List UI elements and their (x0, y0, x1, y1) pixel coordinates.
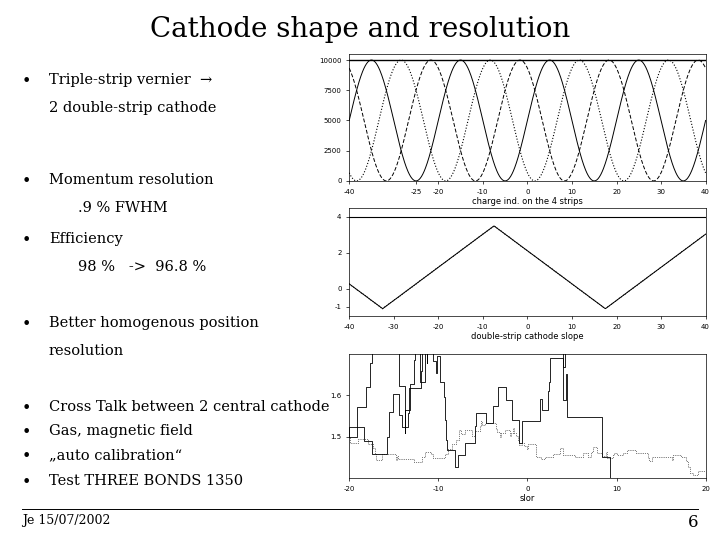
Text: •: • (22, 448, 31, 465)
Text: •: • (22, 400, 31, 416)
Text: „auto calibration“: „auto calibration“ (49, 448, 182, 462)
Text: Efficiency: Efficiency (49, 232, 122, 246)
Text: .9 % FWHM: .9 % FWHM (78, 201, 167, 215)
Text: Momentum resolution: Momentum resolution (49, 173, 214, 187)
Text: Triple-strip vernier  →: Triple-strip vernier → (49, 73, 212, 87)
Text: 2 double-strip cathode: 2 double-strip cathode (49, 101, 216, 115)
Text: •: • (22, 73, 31, 90)
Text: Cross Talk between 2 central cathode: Cross Talk between 2 central cathode (49, 400, 330, 414)
Text: resolution: resolution (49, 344, 125, 358)
Text: Cathode shape and resolution: Cathode shape and resolution (150, 16, 570, 43)
Text: •: • (22, 424, 31, 441)
Text: Gas, magnetic field: Gas, magnetic field (49, 424, 193, 438)
Text: Je 15/07/2002: Je 15/07/2002 (22, 514, 110, 527)
Text: •: • (22, 316, 31, 333)
Text: Better homogenous position: Better homogenous position (49, 316, 258, 330)
Text: Test THREE BONDS 1350: Test THREE BONDS 1350 (49, 474, 243, 488)
Text: 98 %   ->  96.8 %: 98 % -> 96.8 % (78, 260, 206, 274)
X-axis label: double-strip cathode slope: double-strip cathode slope (471, 332, 584, 341)
Text: •: • (22, 232, 31, 249)
Text: 6: 6 (688, 514, 698, 531)
Text: •: • (22, 173, 31, 190)
X-axis label: slor: slor (520, 494, 535, 503)
X-axis label: charge ind. on the 4 strips: charge ind. on the 4 strips (472, 197, 582, 206)
Text: •: • (22, 474, 31, 490)
